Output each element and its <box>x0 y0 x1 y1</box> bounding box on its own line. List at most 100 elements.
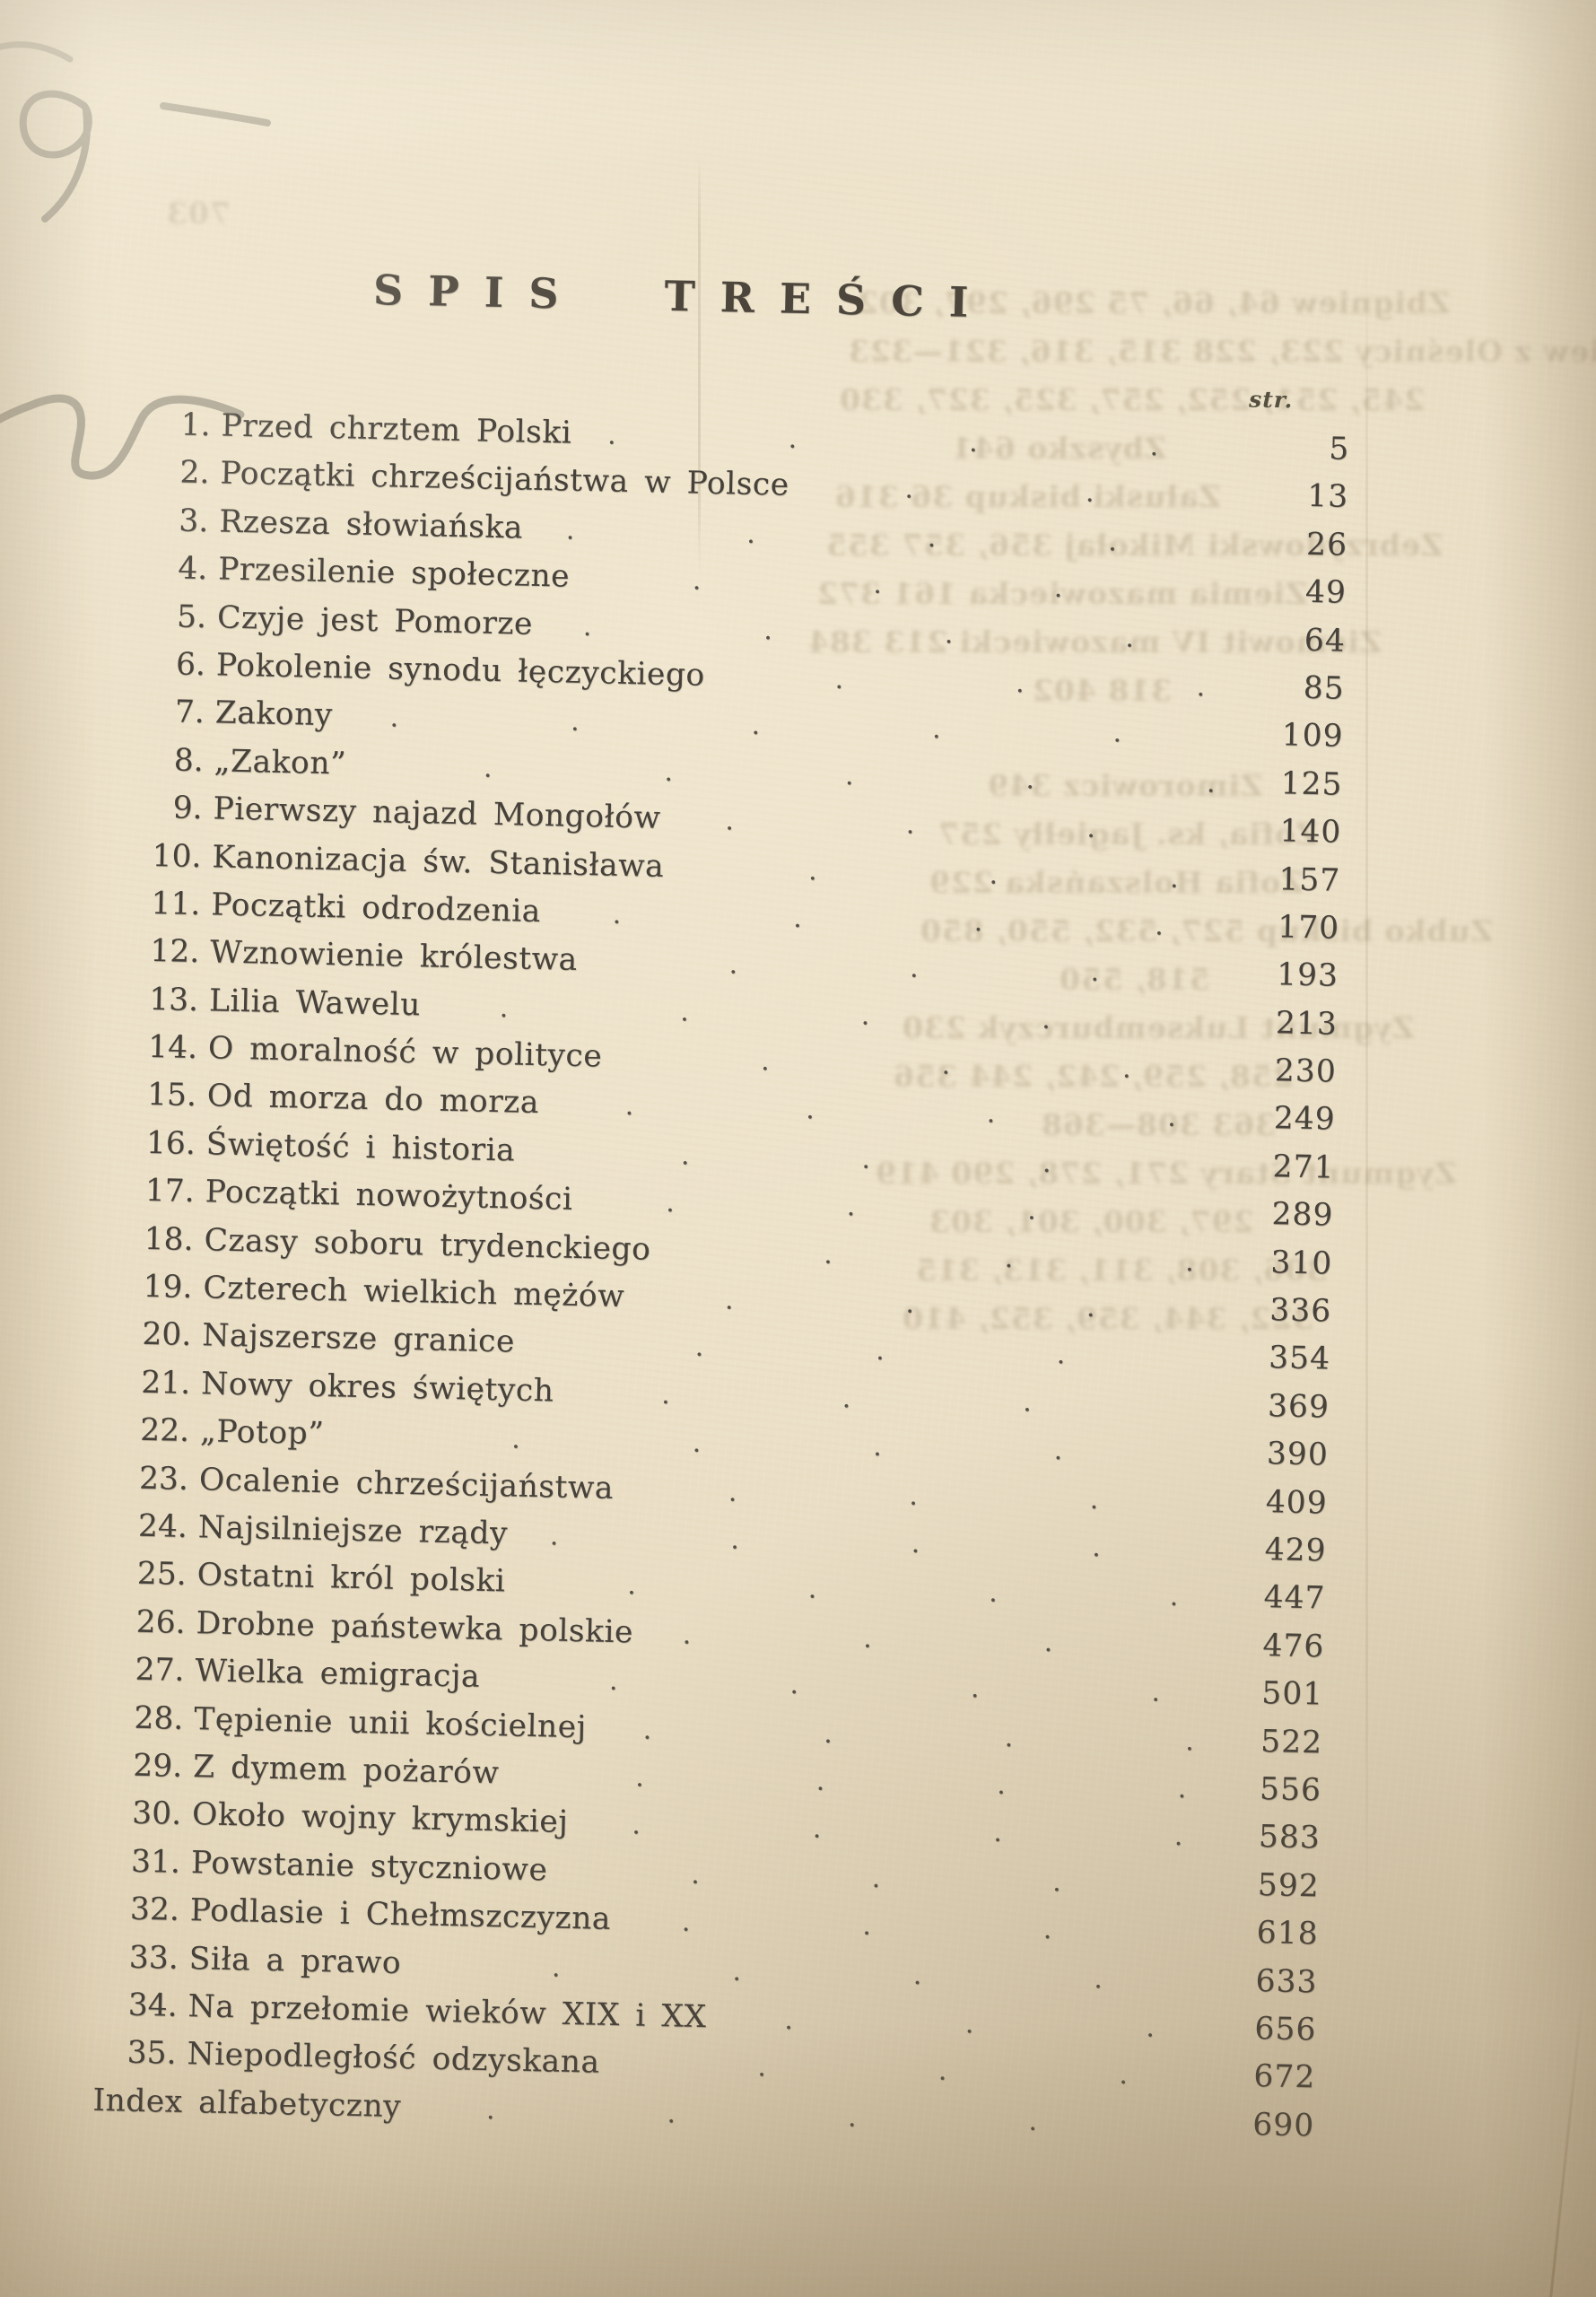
toc-entry-page: 85 <box>1303 669 1346 707</box>
toc-entry-label: Tępienie unii kościelnej <box>193 1700 588 1745</box>
toc-entry-page: 49 <box>1304 573 1347 611</box>
leader-dots: ......... <box>549 1520 1199 1572</box>
toc-entry-number: 16. <box>145 1124 196 1162</box>
toc-entry-page: 289 <box>1271 1196 1334 1234</box>
leader-dots: ......... <box>692 564 1220 614</box>
toc-entry-number: 18. <box>144 1220 194 1258</box>
toc-entry-page: 249 <box>1273 1100 1337 1139</box>
leader-dots: ......... <box>757 2051 1189 2099</box>
page-title: SPIS TREŚCI <box>372 265 994 328</box>
toc-entry-number: 32. <box>129 1891 180 1928</box>
toc-entry-page: 64 <box>1304 622 1347 659</box>
toc-entry-label: Czyje jest Pomorze <box>216 598 534 642</box>
leader-dots: ......... <box>834 663 1218 710</box>
leader-dots: ......... <box>728 948 1212 998</box>
toc-entry-page: 26 <box>1305 526 1348 563</box>
toc-entry-number: 22. <box>139 1412 190 1450</box>
leader-dots: ......... <box>632 1809 1194 1859</box>
leader-dots: ......... <box>642 1714 1196 1764</box>
toc-entry-page: 390 <box>1266 1436 1330 1473</box>
toc-entry-label: Z dymem pożarów <box>192 1749 500 1792</box>
toc-entry-label: Wznowienie królestwa <box>209 934 579 979</box>
toc-entry-page: 556 <box>1259 1770 1322 1809</box>
toc-entry-page: 429 <box>1264 1532 1327 1569</box>
toc-entry-page: 476 <box>1262 1627 1325 1665</box>
toc-entry-label: „Zakon” <box>214 743 347 782</box>
toc-entry-number: 6. <box>175 646 206 684</box>
toc-entry-label: Niepodległość odzyskana <box>187 2036 600 2081</box>
toc-entry-page: 125 <box>1280 765 1343 803</box>
toc-entry-number: 29. <box>132 1747 183 1785</box>
toc-entry-label: Czterech wielkich mężów <box>203 1270 625 1315</box>
toc-entry-number: 7. <box>174 694 205 731</box>
toc-entry-label: Początki odrodzenia <box>210 886 542 930</box>
toc-entry-page: 193 <box>1276 956 1339 994</box>
toc-entry-page: 633 <box>1255 1962 1318 2000</box>
toc-entry-page: 583 <box>1258 1819 1321 1856</box>
toc-list: 1. Przed chrztem Polski ......... 5 2. P… <box>92 406 1350 2155</box>
leader-dots: ......... <box>725 805 1215 853</box>
toc-entry-page: 271 <box>1272 1148 1335 1186</box>
toc-entry-number: 1. <box>180 406 211 444</box>
toc-entry-label: Lilia Wawelu <box>208 983 422 1023</box>
toc-entry-page: 354 <box>1268 1340 1331 1378</box>
toc-entry-number: 31. <box>130 1843 181 1881</box>
toc-entry-page: 230 <box>1274 1052 1338 1090</box>
toc-entry-number: 12. <box>149 933 200 971</box>
toc-entry-page: 170 <box>1277 909 1340 947</box>
leader-dots: ......... <box>682 1619 1198 1668</box>
toc-entry-number: 25. <box>136 1556 188 1594</box>
leader-dots: ......... <box>728 1476 1201 1524</box>
toc-entry-page: 656 <box>1254 2010 1317 2048</box>
toc-entry-page: 690 <box>1252 2106 1315 2144</box>
toc-entry-number: 4. <box>177 550 208 588</box>
toc-entry-label: Od morza do morza <box>206 1078 540 1122</box>
toc-entry-page: 592 <box>1257 1866 1321 1905</box>
toc-entry-number: 14. <box>147 1028 198 1067</box>
leader-dots: ......... <box>582 610 1219 662</box>
toc-entry-label: Najszersze granice <box>201 1317 516 1360</box>
leader-dots: ......... <box>823 1238 1206 1285</box>
toc-entry-label: Około wojny krymskiej <box>191 1796 569 1841</box>
leader-dots: ......... <box>724 1284 1205 1332</box>
toc-entry-number: 19. <box>143 1268 193 1306</box>
leader-dots: ......... <box>680 1140 1208 1189</box>
page-column-header: str. <box>1248 386 1294 414</box>
toc-entry-number: 5. <box>176 598 207 635</box>
toc-entry-label: Przesilenie społeczne <box>217 551 571 595</box>
toc-entry-page: 140 <box>1279 813 1342 851</box>
leader-dots: ......... <box>694 1332 1204 1381</box>
toc-entry-label: Najsilniejsze rządy <box>197 1509 509 1552</box>
toc-entry-number: 23. <box>138 1460 189 1498</box>
toc-entry-page: 109 <box>1281 717 1344 755</box>
toc-entry-page: 672 <box>1253 2058 1316 2096</box>
toc-entry-number: 27. <box>135 1651 185 1690</box>
toc-entry-page: 618 <box>1256 1915 1320 1952</box>
toc-entry-label: Wielka emigracja <box>195 1653 481 1695</box>
toc-entry-number: 9. <box>172 790 204 827</box>
leader-dots: ......... <box>807 854 1214 902</box>
toc-entry-label: Podlasie i Chełmszczyzna <box>189 1892 612 1938</box>
leader-dots: ......... <box>681 1906 1191 1955</box>
toc-entry-number: 15. <box>146 1077 197 1114</box>
toc-entry-label: Ocalenie chrześcijaństwa <box>198 1461 615 1507</box>
leader-dots: ......... <box>660 1378 1203 1428</box>
toc-entry-number: 28. <box>134 1699 184 1737</box>
toc-entry-number: 26. <box>135 1603 187 1641</box>
toc-entry-number: 2. <box>179 454 210 492</box>
toc-entry-label: Index alfabetyczny <box>92 2082 402 2125</box>
leader-dots: ......... <box>665 1187 1207 1236</box>
toc-entry-label: O moralność w polityce <box>207 1030 603 1075</box>
leader-dots: ......... <box>634 1761 1195 1812</box>
toc-entry-page: 310 <box>1270 1244 1333 1282</box>
toc-entry-number: 33. <box>128 1939 179 1977</box>
toc-entry-page: 501 <box>1260 1675 1324 1713</box>
toc-entry-label: Nowy okres świętych <box>200 1366 554 1410</box>
toc-entry-label: Rzesza słowiańska <box>218 503 524 546</box>
toc-entry-page: 522 <box>1260 1723 1323 1761</box>
toc-content: SPIS TREŚCI str. 1. Przed chrztem Polski… <box>92 223 1354 2155</box>
toc-entry-number: 3. <box>178 502 209 539</box>
toc-entry-page: 157 <box>1278 860 1341 899</box>
toc-entry-number: 35. <box>126 2034 177 2073</box>
